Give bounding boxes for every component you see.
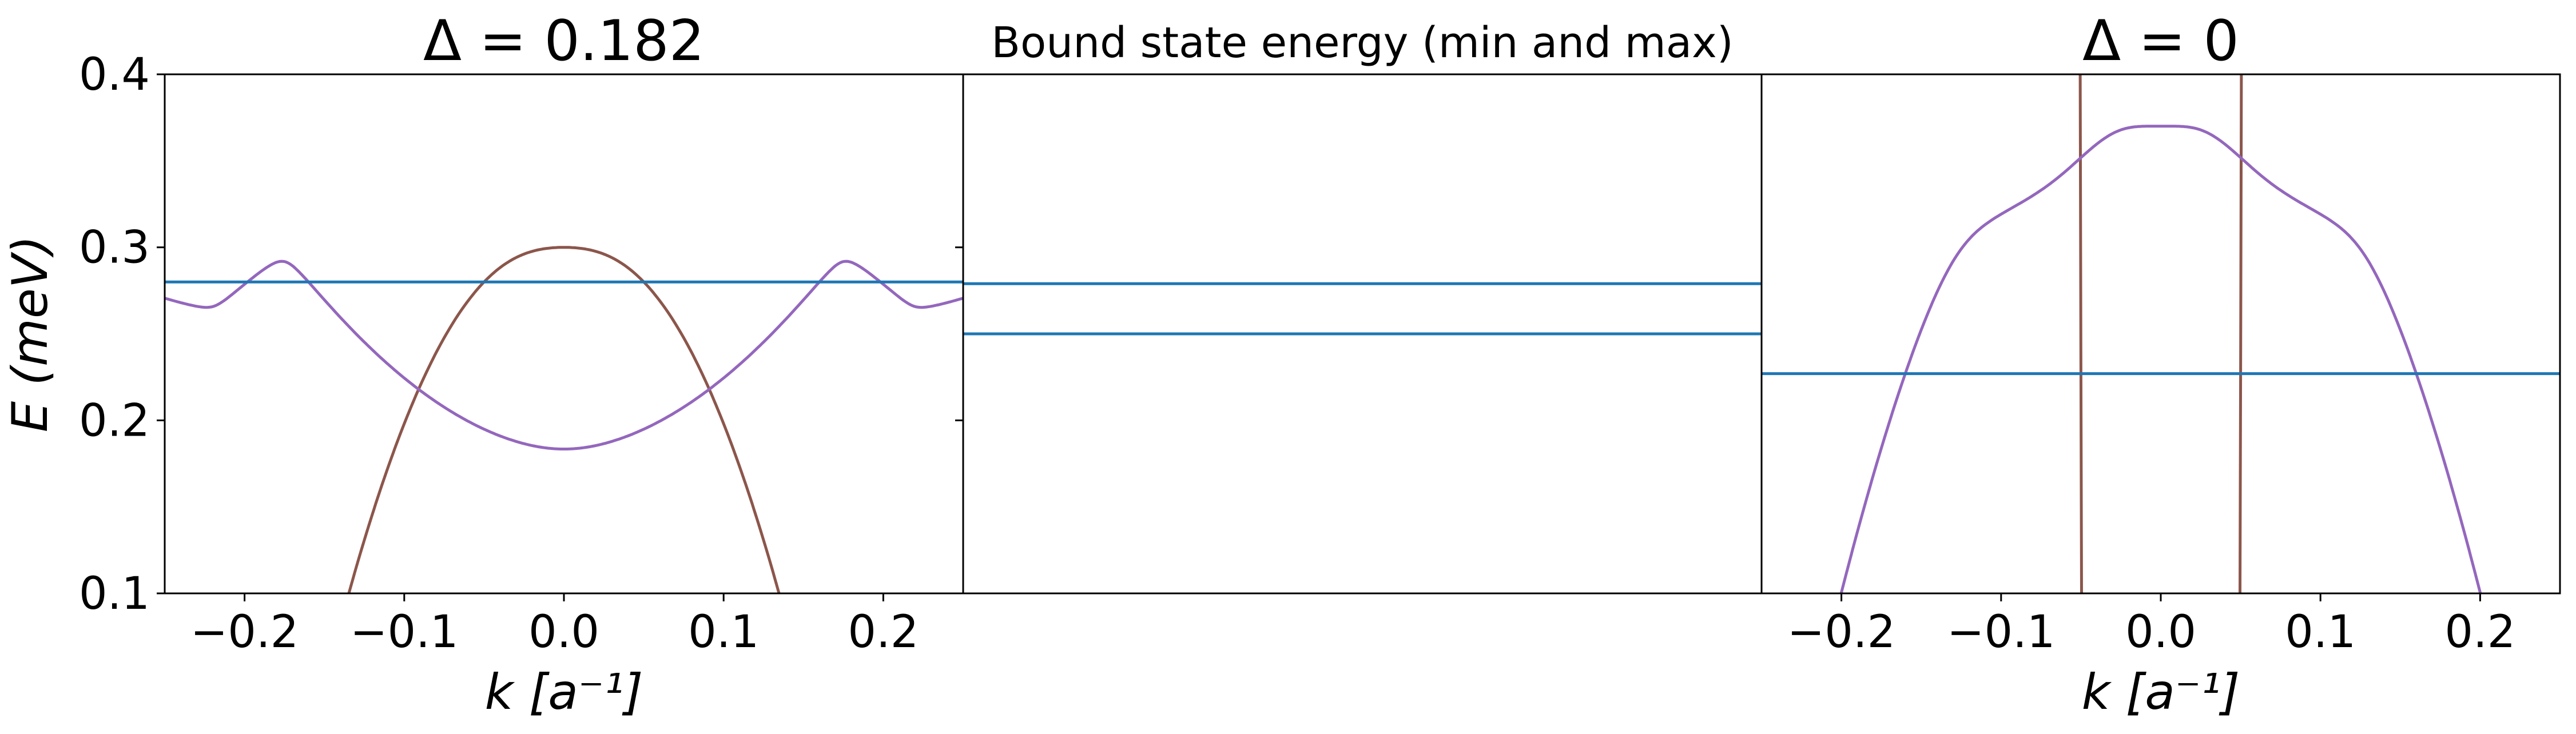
frame-right xyxy=(1760,73,2561,595)
y-ticks-left: 0.1 0.2 0.3 0.4 xyxy=(79,49,165,620)
panel-title-middle: Bound state energy (min and max) xyxy=(991,18,1733,67)
x-tick-label: −0.2 xyxy=(1787,607,1895,658)
y-ticks-middle xyxy=(955,73,963,595)
x-tick-label: −0.1 xyxy=(350,607,458,658)
y-tick-label: 0.1 xyxy=(79,568,150,620)
panel-title-right: Δ = 0 xyxy=(2082,9,2239,74)
series-group-right xyxy=(1762,74,2560,593)
x-tick-label: −0.1 xyxy=(1947,607,2055,658)
frame-left xyxy=(164,73,964,595)
band-line-2 xyxy=(1839,125,2482,593)
y-tick-label: 0.2 xyxy=(79,395,150,446)
x-tick-label: 0.2 xyxy=(848,607,919,658)
x-tick-label: 0.2 xyxy=(2444,607,2515,658)
x-axis-label-left: k [a⁻¹] xyxy=(485,664,643,721)
x-tick-label: 0.1 xyxy=(688,607,759,658)
x-axis-label-right: k [a⁻¹] xyxy=(2082,664,2240,721)
x-tick-label: 0.0 xyxy=(528,607,599,658)
plot-area-right xyxy=(1762,74,2560,593)
x-tick-label: 0.0 xyxy=(2125,607,2196,658)
panel-title-left: Δ = 0.182 xyxy=(423,9,705,74)
panel-middle: Bound state energy (min and max) xyxy=(955,18,1762,595)
x-tick-label: −0.2 xyxy=(190,607,299,658)
y-axis-label: E (meV) xyxy=(2,236,59,432)
plot-area-left xyxy=(165,246,963,593)
band-line-1 xyxy=(347,246,781,593)
panel-right: Δ = 0 −0.2 −0.1 0.0 0.1 0.2 k [a⁻¹] xyxy=(1762,9,2560,721)
x-ticks-left: −0.2 −0.1 0.0 0.1 0.2 xyxy=(190,593,919,658)
x-tick-label: 0.1 xyxy=(2285,607,2356,658)
y-tick-label: 0.3 xyxy=(79,222,150,274)
band-line-2 xyxy=(165,260,963,450)
panel-left: Δ = 0.182 −0.2 −0.1 0.0 0.1 0.2 0.1 0.2 0.3 0.4… xyxy=(2,9,963,721)
plot-area-middle xyxy=(963,282,1762,336)
y-tick-label: 0.4 xyxy=(79,49,150,101)
series-group-left xyxy=(165,246,963,593)
x-ticks-right: −0.2 −0.1 0.0 0.1 0.2 xyxy=(1787,593,2515,658)
series-group-middle xyxy=(963,282,1762,336)
